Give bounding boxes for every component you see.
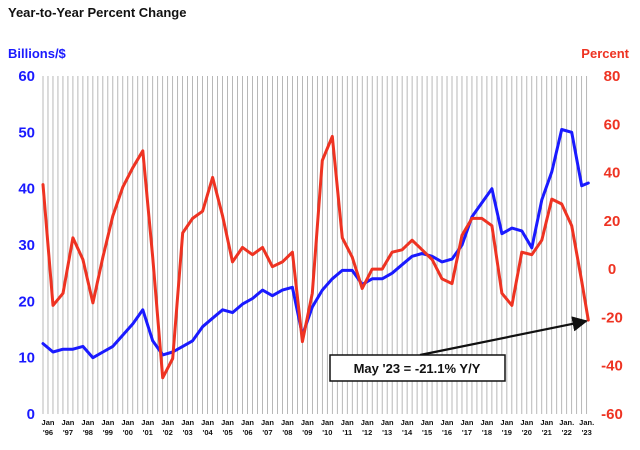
- x-tick-label: '18: [482, 428, 492, 437]
- x-tick-label: '12: [362, 428, 372, 437]
- x-ticks: Jan'96Jan'97Jan'98Jan'99Jan'00Jan'01Jan'…: [42, 418, 595, 437]
- series-layer: [41, 128, 590, 380]
- annotation-box: [329, 354, 506, 382]
- x-tick-label: Jan: [101, 418, 114, 427]
- x-tick-label: Jan: [500, 418, 513, 427]
- x-tick-label: Jan: [201, 418, 214, 427]
- y-right-tick-label: 40: [604, 165, 621, 182]
- y-left-ticks: 0 10 20 30 40 50 60: [18, 68, 35, 423]
- y-left-axis-title: Billions/$: [8, 46, 67, 61]
- y-left-tick-label: 0: [27, 406, 35, 423]
- x-tick-label: '03: [183, 428, 193, 437]
- x-tick-label: Jan: [381, 418, 394, 427]
- x-tick-label: Jan: [281, 418, 294, 427]
- x-tick-label: Jan: [141, 418, 154, 427]
- x-tick-label: Jan: [480, 418, 493, 427]
- x-tick-label: '05: [222, 428, 232, 437]
- x-tick-label: '07: [262, 428, 272, 437]
- y-left-tick-label: 60: [18, 68, 35, 85]
- x-tick-label: '10: [322, 428, 332, 437]
- x-tick-label: Jan: [301, 418, 314, 427]
- y-right-tick-label: 60: [604, 116, 621, 133]
- y-right-ticks: -60 -40 -20 0 20 40 60 80: [601, 68, 623, 423]
- x-tick-label: '09: [302, 428, 312, 437]
- x-tick-label: '98: [83, 428, 93, 437]
- y-right-tick-label: -20: [601, 309, 623, 326]
- x-tick-label: Jan: [461, 418, 474, 427]
- x-tick-label: '00: [123, 428, 133, 437]
- x-tick-label: Jan: [401, 418, 414, 427]
- x-tick-label: '19: [502, 428, 512, 437]
- x-tick-label: Jan: [361, 418, 374, 427]
- y-right-axis-title: Percent: [581, 46, 629, 61]
- x-tick-label: Jan: [520, 418, 533, 427]
- x-tick-label: Jan.: [579, 418, 594, 427]
- x-tick-label: '21: [542, 428, 552, 437]
- annotation-arrow: [419, 316, 588, 357]
- y-left-tick-label: 50: [18, 124, 35, 141]
- series-line-2: [41, 134, 590, 380]
- chart-title: Year-to-Year Percent Change: [8, 5, 186, 20]
- x-tick-label: Jan: [441, 418, 454, 427]
- x-tick-label: Jan: [161, 418, 174, 427]
- y-right-tick-label: -60: [601, 406, 623, 423]
- x-tick-label: Jan: [321, 418, 334, 427]
- x-tick-label: '97: [63, 428, 73, 437]
- y-left-tick-label: 20: [18, 293, 35, 310]
- x-tick-label: '06: [242, 428, 252, 437]
- x-tick-label: Jan: [341, 418, 354, 427]
- x-tick-label: '08: [282, 428, 292, 437]
- x-tick-label: '16: [442, 428, 452, 437]
- x-tick-label: '15: [422, 428, 432, 437]
- x-tick-label: '17: [462, 428, 472, 437]
- x-tick-label: Jan: [241, 418, 254, 427]
- x-tick-label: '14: [402, 428, 413, 437]
- x-tick-label: Jan: [121, 418, 134, 427]
- x-tick-label: Jan: [221, 418, 234, 427]
- x-tick-label: Jan: [81, 418, 94, 427]
- x-tick-label: Jan.: [559, 418, 574, 427]
- x-tick-label: '13: [382, 428, 392, 437]
- y-right-tick-label: 80: [604, 68, 621, 85]
- y-right-tick-label: 0: [608, 261, 616, 278]
- y-left-tick-label: 10: [18, 350, 35, 367]
- y-left-tick-label: 40: [18, 181, 35, 198]
- x-tick-label: '23: [582, 428, 592, 437]
- grid-lines: [42, 76, 588, 414]
- x-tick-label: Jan: [540, 418, 553, 427]
- x-tick-label: '01: [143, 428, 153, 437]
- y-left-tick-label: 30: [18, 237, 35, 254]
- x-tick-label: '99: [103, 428, 113, 437]
- x-tick-label: Jan: [181, 418, 194, 427]
- annotation: May '23 = -21.1% Y/Y: [329, 316, 588, 382]
- x-tick-label: Jan: [42, 418, 55, 427]
- x-tick-label: '11: [342, 428, 352, 437]
- annotation-text: May '23 = -21.1% Y/Y: [354, 361, 481, 376]
- x-tick-label: '22: [562, 428, 572, 437]
- x-tick-label: Jan: [421, 418, 434, 427]
- series-line-1: [41, 128, 590, 360]
- x-tick-label: '02: [163, 428, 173, 437]
- y-right-tick-label: 20: [604, 213, 621, 230]
- x-tick-label: '96: [43, 428, 53, 437]
- x-tick-label: Jan: [261, 418, 274, 427]
- y-right-tick-label: -40: [601, 358, 623, 375]
- x-tick-label: '04: [203, 428, 214, 437]
- x-tick-label: Jan: [61, 418, 74, 427]
- x-tick-label: '20: [522, 428, 532, 437]
